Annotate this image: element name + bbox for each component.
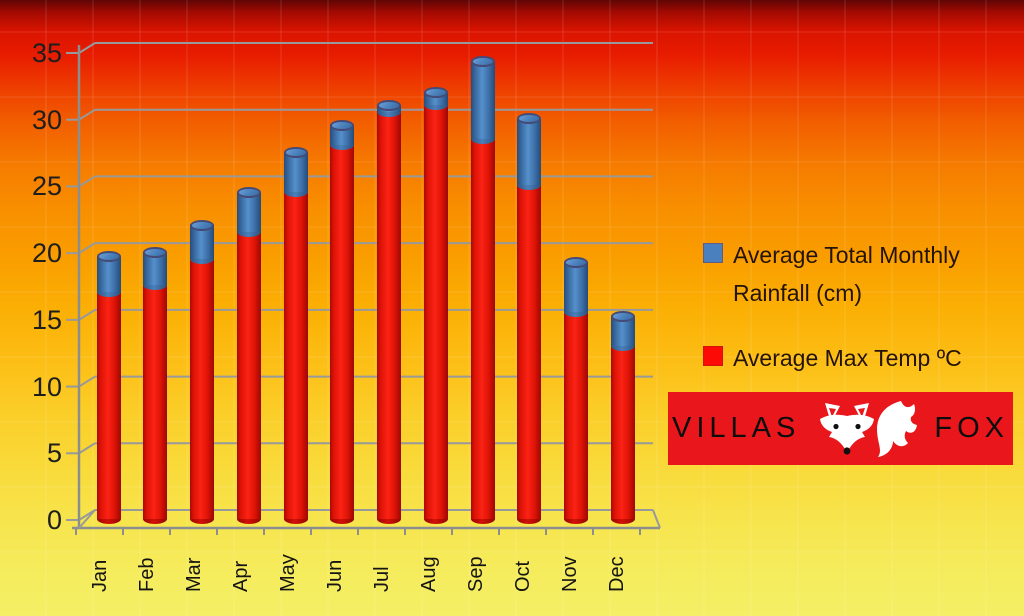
logo-text-villas: VILLAS: [672, 412, 801, 444]
x-axis-label: Feb: [135, 557, 158, 592]
x-axis-label: Nov: [558, 556, 581, 592]
rainfall-bar-May: [283, 152, 308, 193]
y-axis-label: 30: [31, 104, 62, 135]
rainfall-bar-joint-Jul: [377, 107, 401, 118]
temp-bar-base-Dec: [610, 514, 635, 524]
temp-bar-base-Jan: [96, 514, 121, 524]
rainfall-bar-joint-Jan: [96, 287, 121, 298]
x-axis-label: Sep: [464, 556, 487, 592]
temp-bar-base-Mar: [190, 514, 214, 524]
x-axis-label: Apr: [229, 560, 252, 592]
rainfall-bar-joint-Oct: [517, 180, 542, 191]
temp-bar-Nov: [564, 312, 588, 519]
x-axis-label: Aug: [417, 556, 440, 592]
rainfall-swatch-icon: [703, 243, 723, 263]
rainfall-bar-top-Jan: [96, 250, 121, 262]
temp-bar-Sep: [470, 138, 495, 519]
rainfall-bar-joint-Sep: [470, 133, 495, 144]
rainfall-bar-joint-Feb: [143, 280, 168, 291]
x-axis-label: Jun: [323, 559, 346, 592]
temp-bar-base-Nov: [564, 514, 588, 524]
rainfall-bar-joint-Dec: [610, 340, 635, 351]
rainfall-bar-top-Nov: [564, 257, 588, 269]
temp-bar-base-Jul: [377, 514, 401, 524]
x-axis-label: Jul: [370, 566, 393, 592]
y-axis-label: 20: [31, 238, 62, 269]
rainfall-bar-top-Jun: [330, 119, 355, 131]
rainfall-bar-Jan: [96, 256, 121, 293]
temp-bar-Jan: [96, 292, 121, 519]
temp-bar-base-Jun: [330, 514, 355, 524]
temp-bar-May: [283, 192, 308, 519]
y-axis-label: 0: [46, 505, 62, 535]
rainfall-bar-joint-Aug: [423, 100, 448, 111]
y-axis-label: 5: [46, 438, 62, 469]
temperature-swatch-icon: [703, 346, 723, 366]
rainfall-bar-top-Sep: [470, 55, 495, 67]
y-axis-label: 25: [31, 171, 62, 202]
villas-fox-logo: VILLAS FOX: [668, 392, 1013, 465]
legend-item-temperature: Average Max Temp ºC: [703, 339, 1015, 377]
rainfall-bar-Sep: [470, 61, 495, 139]
temp-bar-Aug: [423, 105, 448, 519]
fox-icon: [820, 400, 918, 457]
rainfall-bar-top-Dec: [610, 310, 635, 322]
temp-bar-base-Oct: [517, 514, 542, 524]
rainfall-bar-top-Oct: [517, 113, 542, 125]
temp-bar-base-Feb: [143, 514, 168, 524]
legend-label-temperature: Average Max Temp ºC: [733, 345, 962, 371]
rainfall-bar-Mar: [190, 225, 214, 259]
legend: Average Total Monthly Rainfall (cm) Aver…: [703, 236, 1015, 404]
x-axis-label: Jan: [88, 559, 111, 592]
temp-bar-base-May: [283, 514, 308, 524]
x-axis-label: Oct: [511, 560, 534, 592]
rainfall-bar-top-Jul: [377, 99, 401, 111]
rainfall-bar-top-Feb: [143, 246, 168, 258]
axes-and-gridlines: [66, 41, 661, 535]
x-axis-label: Mar: [182, 557, 205, 592]
rainfall-bar-top-Mar: [190, 219, 214, 231]
temp-bar-base-Apr: [236, 514, 261, 524]
rainfall-bar-Apr: [236, 192, 261, 233]
legend-item-rainfall: Average Total Monthly Rainfall (cm): [703, 236, 1015, 312]
temp-bar-Jul: [377, 112, 401, 519]
rainfall-bar-top-Apr: [236, 186, 261, 198]
y-axis-label: 15: [31, 304, 62, 335]
legend-label-rainfall: Average Total Monthly Rainfall (cm): [733, 242, 960, 306]
rainfall-bar-joint-Apr: [236, 227, 261, 238]
temp-bar-Apr: [236, 232, 261, 519]
rainfall-temperature-chart: 0 5 10 15 20 25 30 35 Jan Feb Mar Apr May Jun Jul Aug Se…: [31, 37, 661, 592]
y-axis-label: 35: [31, 37, 62, 68]
temp-bar-Dec: [610, 345, 635, 519]
temp-bar-base-Aug: [423, 514, 448, 524]
rainfall-bar-joint-Jun: [330, 140, 355, 151]
temp-bar-Feb: [143, 285, 168, 519]
x-axis-label: May: [276, 554, 299, 592]
rainfall-bar-top-Aug: [423, 86, 448, 98]
rainfall-bar-joint-Mar: [190, 253, 214, 264]
temp-bar-Oct: [517, 185, 542, 519]
rainfall-bar-top-May: [283, 146, 308, 158]
temp-bar-Mar: [190, 258, 214, 519]
x-axis-label: Dec: [605, 556, 628, 592]
rainfall-bar-Nov: [564, 262, 588, 313]
rainfall-bar-joint-May: [283, 187, 308, 198]
logo-text-fox: FOX: [934, 412, 1009, 444]
rainfall-bar-Oct: [517, 118, 542, 186]
temp-bar-Jun: [330, 145, 355, 519]
temp-bar-base-Sep: [470, 514, 495, 524]
rainfall-bar-Feb: [143, 252, 168, 286]
y-axis-label: 10: [31, 371, 62, 402]
rainfall-bar-joint-Nov: [564, 307, 588, 318]
